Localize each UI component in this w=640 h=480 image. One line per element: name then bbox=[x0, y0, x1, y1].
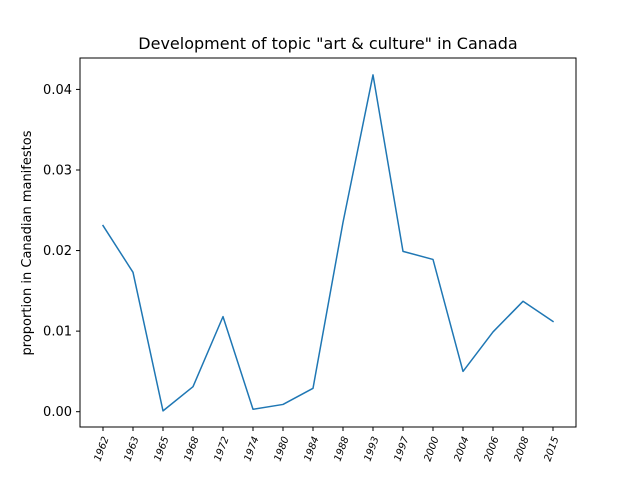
x-tick-label: 2004 bbox=[453, 435, 472, 463]
y-tick-label: 0.00 bbox=[43, 405, 72, 420]
data-points bbox=[102, 74, 554, 411]
x-tick-label: 1968 bbox=[183, 435, 202, 463]
x-tick-label: 1993 bbox=[363, 435, 382, 463]
y-axis-label: proportion in Canadian manifestos bbox=[20, 130, 35, 355]
x-tick-label: 1962 bbox=[93, 435, 112, 463]
y-tick-label: 0.02 bbox=[43, 244, 72, 259]
x-tick-label: 1974 bbox=[243, 435, 262, 463]
x-tick-label: 2006 bbox=[483, 435, 502, 463]
x-tick-label: 1980 bbox=[273, 435, 292, 463]
x-tick-label: 1963 bbox=[123, 435, 142, 463]
y-tick-label: 0.04 bbox=[43, 83, 72, 98]
plot-area-frame bbox=[79, 57, 577, 428]
x-tick-label: 2008 bbox=[513, 435, 532, 463]
y-tick-label: 0.03 bbox=[43, 163, 72, 178]
y-tick-label: 0.01 bbox=[43, 325, 72, 340]
x-axis-ticks: 1962 1963 1965 1968 1972 1974 1980 1984 1988 1993… bbox=[93, 427, 562, 463]
x-tick-label: 1972 bbox=[213, 435, 232, 463]
x-tick-label: 1988 bbox=[333, 435, 352, 463]
chart-title: Development of topic "art & culture" in … bbox=[138, 34, 517, 53]
series-line bbox=[101, 74, 555, 412]
x-tick-label: 1965 bbox=[153, 435, 172, 463]
y-axis-ticks: 0.00 0.01 0.02 0.03 0.04 bbox=[43, 83, 80, 420]
x-tick-label: 1984 bbox=[303, 435, 322, 463]
x-tick-label: 1997 bbox=[393, 435, 412, 463]
x-tick-label: 2015 bbox=[543, 435, 562, 463]
x-tick-label: 2000 bbox=[423, 435, 442, 463]
